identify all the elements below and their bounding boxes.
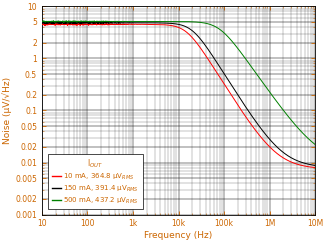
- Y-axis label: Noise (μV/√Hz): Noise (μV/√Hz): [3, 77, 12, 144]
- X-axis label: Frequency (Hz): Frequency (Hz): [144, 231, 213, 240]
- Legend: 10 mA, 364.8 μV$_{RMS}$, 150 mA, 391.4 μV$_{RMS}$, 500 mA, 437.2 μV$_{RMS}$: 10 mA, 364.8 μV$_{RMS}$, 150 mA, 391.4 μ…: [48, 154, 143, 209]
